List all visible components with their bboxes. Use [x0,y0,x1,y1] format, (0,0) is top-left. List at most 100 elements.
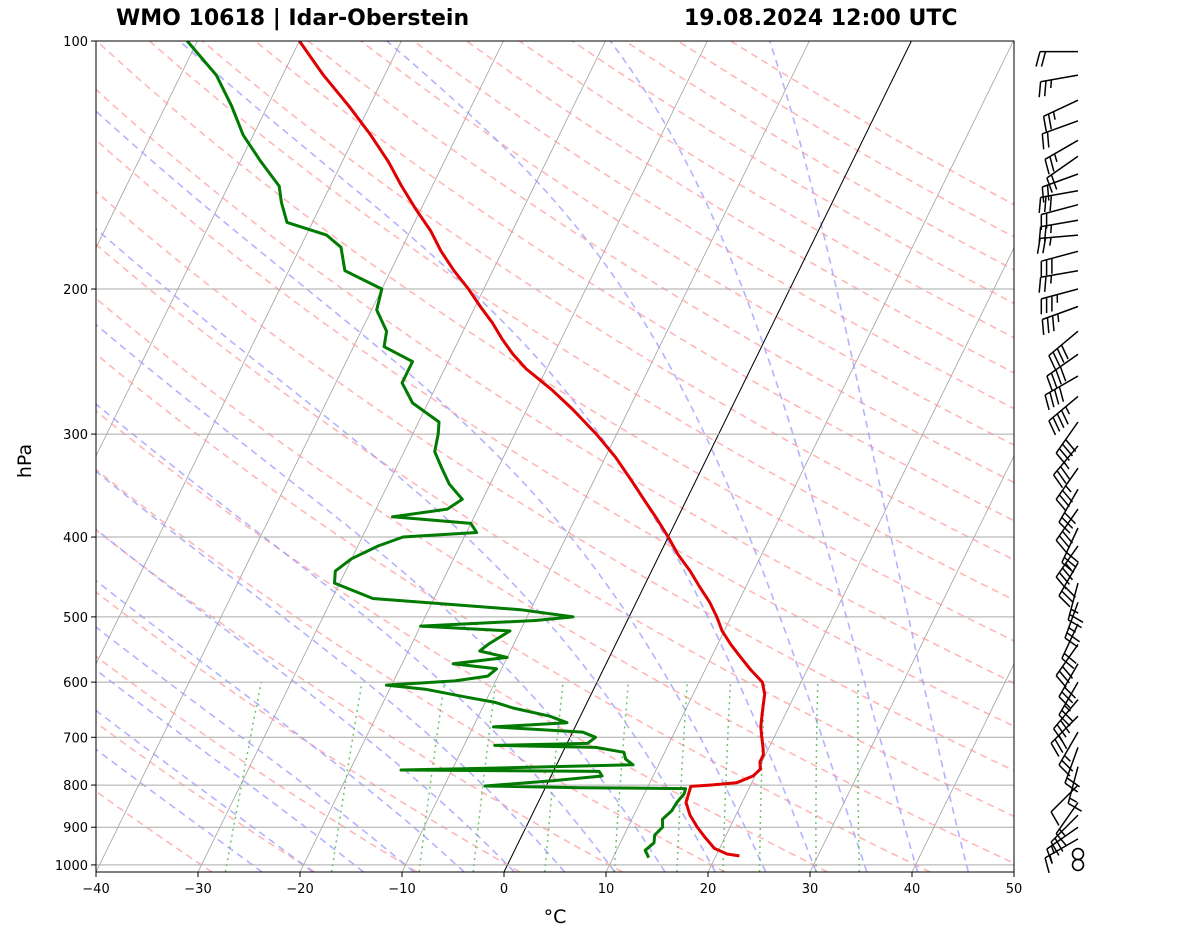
moist-adiabat-line [386,41,868,872]
wind-barb [1038,74,1079,98]
wind-barb [1058,488,1079,534]
mixing-ratio-line [815,682,819,872]
dry-adiabat-line [96,297,1014,865]
x-tick-label: 10 [598,882,615,897]
profiles [186,41,767,859]
dry-adiabat-line [413,41,1014,410]
y-tick-label: 900 [63,821,88,836]
dry-adiabat-line [201,41,1014,561]
wind-barb [1036,234,1079,254]
wind-barb-calm [1071,858,1085,872]
mixing-ratio-line [472,682,497,872]
dry-adiabat-line [96,591,521,872]
dry-adiabat-line [96,655,418,872]
isotherm-line [401,41,810,872]
mixing-ratio-line [224,681,262,872]
wind-barb [1040,250,1079,277]
wind-barb [1064,602,1081,648]
wind-barb [1038,219,1079,243]
plot-frame [95,40,1015,873]
wind-barb [1055,508,1079,553]
isotherm-line [197,41,606,872]
isotherm-line [707,246,1014,872]
x-axis-label: °C [544,906,567,928]
wind-barb [1040,203,1079,230]
isotherm-line [96,41,402,665]
dry-adiabat-line [730,41,1014,206]
wind-barb [1041,305,1079,335]
dry-adiabat-line [96,88,1014,684]
zero-isotherm-line [503,41,912,872]
moist-adiabat-line [96,470,566,872]
wind-barb [1041,120,1079,150]
wind-barb [1050,715,1079,757]
mixing-ratio-line [418,681,446,872]
moist-adiabat-line [96,528,515,872]
dry-adiabat-line [96,409,828,872]
mixing-ratio-line [857,682,861,872]
y-tick-label: 600 [63,676,88,691]
isotherm-line [96,41,198,249]
moist-adiabat-line [96,748,263,872]
y-tick-label: 500 [63,611,88,626]
wind-barb [1055,643,1079,688]
wind-barb [1044,375,1079,411]
dry-adiabat-line [96,138,1014,728]
mixing-ratio-line [544,682,564,872]
dry-adiabat-line [254,41,1014,522]
wind-barb [1046,826,1079,864]
moist-adiabat-line [609,41,919,872]
dry-adiabat-line [96,243,1014,818]
wind-barb [1055,421,1079,466]
wind-barb [1058,663,1079,709]
x-tick-label: 50 [1006,882,1023,897]
mixing-ratio-line [330,681,363,872]
wind-barb [1064,747,1081,793]
wind-barb [1067,582,1084,629]
y-tick-label: 200 [63,283,88,298]
wind-barb [1048,395,1079,436]
isotherm-line [911,663,1014,872]
dry-adiabat-line [307,41,1014,484]
y-tick-label: 1000 [55,859,88,874]
wind-barb [1050,814,1079,856]
isotherm-line [605,41,1014,872]
x-axis-ticks: −40 −30 −20 −10 0 10 20 30 40 50 [82,872,1022,897]
wind-barb [1035,50,1078,67]
wind-barb [1058,562,1079,608]
moist-adiabat-line [96,709,314,872]
isotherm-line [299,41,708,872]
wind-barb [1055,802,1079,846]
mixing-ratio-line [676,682,689,872]
wind-barb [1038,190,1079,213]
y-tick-label: 300 [63,428,88,443]
moist-adiabat-line [96,110,767,872]
x-tick-label: −10 [388,882,415,897]
x-tick-label: 30 [802,882,819,897]
y-tick-label: 100 [63,35,88,50]
y-axis-label: hPa [14,444,36,478]
isotherm-line [1013,871,1014,872]
moist-adiabat-line [96,668,364,872]
wind-barb [1046,353,1079,391]
wind-barb [1048,330,1079,371]
mixing-ratio-line [722,682,732,872]
mixing-ratio-line [613,682,630,872]
wind-barb [1052,445,1079,489]
x-tick-label: 0 [500,882,508,897]
dry-adiabat-line [96,190,1014,772]
moist-adiabat-line [96,579,465,872]
x-tick-label: −30 [184,882,211,897]
y-tick-label: 400 [63,531,88,546]
wind-barb [1044,139,1079,175]
wind-barb [1055,545,1079,590]
wind-barb [1038,269,1079,293]
x-tick-label: −20 [286,882,313,897]
wind-barb-calm [1071,847,1085,861]
isotherm-line [96,41,300,457]
wind-barbs [1035,50,1085,874]
dry-adiabat-line [360,41,1014,446]
wind-barb [1041,173,1079,203]
moist-adiabat-line [768,41,970,872]
